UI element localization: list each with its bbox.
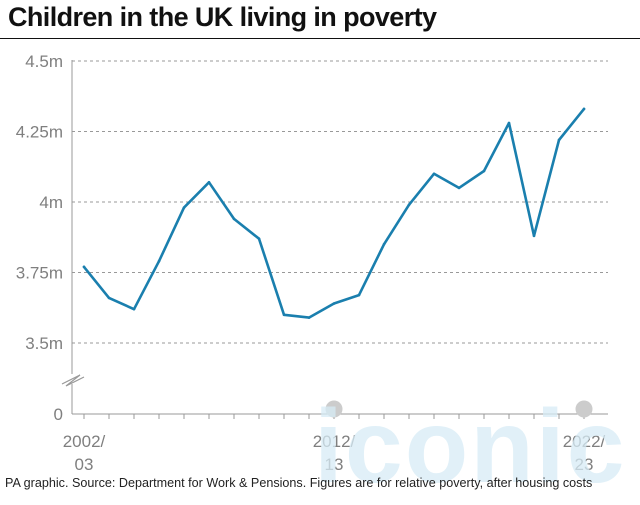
x-tick-label: 2012/ (313, 432, 356, 451)
x-tick-label: 2002/ (63, 432, 106, 451)
data-point (482, 169, 486, 173)
year-marker (325, 400, 343, 418)
series-line (82, 107, 586, 319)
data-point (307, 316, 311, 319)
data-point (157, 259, 161, 263)
data-point (282, 313, 286, 317)
data-point (382, 243, 386, 246)
data-point (257, 237, 261, 240)
year-markers (325, 400, 593, 418)
data-point (432, 172, 436, 176)
data-point (582, 107, 586, 111)
x-tick-label: 2022/ (563, 432, 606, 451)
data-point (232, 217, 236, 221)
data-series (82, 107, 586, 319)
data-point (557, 138, 561, 142)
gridlines (72, 60, 608, 344)
data-point (82, 265, 86, 269)
y-tick-label: 4.5m (25, 52, 63, 71)
axis-break-icon (61, 374, 85, 387)
data-point (132, 307, 136, 311)
watermark-logo: iconic (314, 389, 627, 505)
axes (61, 60, 608, 419)
x-tick-label: 03 (75, 455, 94, 474)
y-tick-label: 3.5m (25, 334, 63, 353)
x-tick-label: 13 (325, 455, 344, 474)
y-tick-label: 4.25m (16, 123, 63, 142)
data-point (207, 180, 211, 184)
data-point (532, 234, 536, 238)
y-tick-label: 4m (39, 193, 63, 212)
year-marker (575, 400, 593, 418)
data-point (332, 302, 336, 305)
data-point (107, 296, 111, 300)
source-note: PA graphic. Source: Department for Work … (5, 476, 593, 490)
data-point (357, 293, 361, 297)
y-tick-labels: 0 3.5m 3.75m 4m 4.25m 4.5m (16, 52, 63, 424)
data-point (407, 203, 411, 207)
data-point (457, 186, 461, 190)
data-point (507, 121, 511, 125)
data-point (182, 206, 186, 209)
x-tick-label: 23 (575, 455, 594, 474)
chart-title: Children in the UK living in poverty (8, 2, 437, 32)
x-tick-labels: 2002/03 2012/13 2022/23 (63, 432, 606, 474)
title-divider (0, 38, 640, 39)
y-tick-label: 0 (54, 405, 63, 424)
y-tick-label: 3.75m (16, 264, 63, 283)
